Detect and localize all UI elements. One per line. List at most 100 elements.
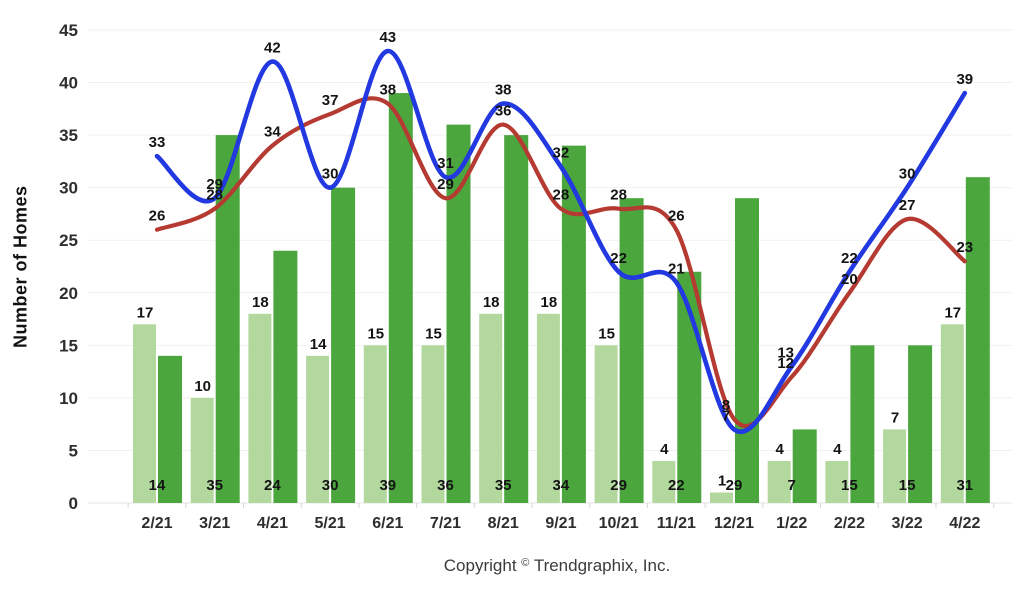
svg-text:20: 20 (59, 284, 78, 303)
svg-text:33: 33 (149, 134, 166, 151)
svg-text:4: 4 (833, 441, 842, 458)
svg-text:28: 28 (610, 187, 627, 204)
svg-text:22: 22 (841, 250, 858, 267)
copyright-text: Copyright (443, 556, 517, 575)
svg-text:26: 26 (149, 208, 166, 225)
bars-light-green (133, 313, 964, 503)
svg-text:15: 15 (841, 477, 858, 494)
svg-text:14: 14 (149, 477, 166, 494)
svg-text:18: 18 (541, 294, 558, 311)
svg-text:31: 31 (956, 477, 973, 494)
svg-text:12: 12 (777, 355, 794, 372)
svg-text:4: 4 (776, 441, 785, 458)
svg-text:29: 29 (726, 477, 743, 494)
x-axis-labels: 2/21 3/21 4/21 5/21 6/21 7/21 8/21 9/21 10/21 11/… (141, 515, 980, 532)
svg-text:9/21: 9/21 (545, 515, 576, 532)
svg-text:10: 10 (194, 378, 211, 395)
red-trend-line (154, 96, 967, 428)
svg-text:24: 24 (264, 477, 281, 494)
svg-text:5: 5 (69, 441, 78, 460)
svg-text:7: 7 (722, 407, 730, 424)
svg-text:39: 39 (956, 71, 973, 88)
svg-text:38: 38 (379, 82, 396, 99)
copyright-company: Trendgraphix, Inc. (533, 556, 671, 575)
svg-text:3/22: 3/22 (892, 515, 923, 532)
svg-text:36: 36 (437, 477, 454, 494)
svg-text:30: 30 (322, 166, 339, 183)
svg-text:29: 29 (437, 176, 454, 193)
svg-text:14: 14 (310, 336, 327, 353)
svg-text:42: 42 (264, 40, 281, 57)
svg-text:1: 1 (718, 472, 726, 489)
svg-text:39: 39 (379, 477, 396, 494)
svg-text:40: 40 (59, 74, 78, 93)
svg-text:28: 28 (206, 187, 223, 204)
svg-text:29: 29 (610, 477, 627, 494)
svg-text:13: 13 (777, 344, 794, 361)
svg-text:3/21: 3/21 (199, 515, 230, 532)
x-axis-tick-marks (127, 503, 995, 508)
svg-text:35: 35 (206, 477, 223, 494)
svg-text:4/21: 4/21 (257, 515, 288, 532)
svg-text:31: 31 (437, 155, 454, 172)
svg-text:30: 30 (899, 166, 916, 183)
svg-text:34: 34 (553, 477, 570, 494)
svg-text:1/22: 1/22 (776, 515, 807, 532)
svg-text:11/21: 11/21 (657, 515, 696, 532)
svg-text:35: 35 (495, 477, 512, 494)
svg-text:25: 25 (59, 231, 78, 250)
svg-text:4: 4 (660, 441, 669, 458)
svg-text:27: 27 (899, 197, 916, 214)
svg-text:43: 43 (379, 29, 396, 46)
svg-text:22: 22 (610, 250, 627, 267)
svg-text:7: 7 (891, 409, 899, 426)
svg-text:7/21: 7/21 (430, 515, 461, 532)
svg-text:15: 15 (899, 477, 916, 494)
svg-text:18: 18 (252, 294, 269, 311)
svg-text:17: 17 (137, 304, 154, 321)
svg-text:22: 22 (668, 477, 685, 494)
svg-text:26: 26 (668, 208, 685, 225)
svg-text:28: 28 (553, 187, 570, 204)
svg-text:36: 36 (495, 103, 512, 120)
svg-text:4/22: 4/22 (949, 515, 980, 532)
blue-trend-line (154, 48, 968, 434)
bars-dark-green (158, 93, 990, 504)
svg-text:45: 45 (59, 21, 78, 40)
svg-text:10/21: 10/21 (599, 515, 639, 532)
svg-text:7: 7 (788, 477, 796, 494)
svg-text:0: 0 (69, 494, 78, 513)
svg-text:5/21: 5/21 (315, 515, 346, 532)
svg-text:15: 15 (598, 325, 615, 342)
svg-text:30: 30 (59, 179, 78, 198)
svg-text:12/21: 12/21 (714, 515, 754, 532)
svg-text:30: 30 (322, 477, 339, 494)
svg-text:32: 32 (553, 145, 570, 162)
svg-text:6/21: 6/21 (372, 515, 403, 532)
svg-text:37: 37 (322, 92, 339, 109)
svg-text:23: 23 (956, 239, 973, 256)
svg-text:2/21: 2/21 (141, 515, 172, 532)
gridlines (88, 29, 1012, 504)
svg-text:10: 10 (59, 389, 78, 408)
svg-text:34: 34 (264, 124, 281, 141)
svg-text:2/22: 2/22 (834, 515, 865, 532)
svg-text:29: 29 (206, 176, 223, 193)
svg-text:35: 35 (59, 126, 78, 145)
svg-text:8/21: 8/21 (488, 515, 519, 532)
copyright-symbol: © (521, 557, 530, 569)
svg-text:8: 8 (722, 397, 730, 414)
svg-text:20: 20 (841, 271, 858, 288)
svg-text:18: 18 (483, 294, 500, 311)
copyright-footer: Copyright © Trendgraphix, Inc. (90, 556, 1024, 576)
svg-text:15: 15 (367, 325, 384, 342)
svg-text:17: 17 (944, 304, 961, 321)
svg-text:15: 15 (425, 325, 442, 342)
svg-text:38: 38 (495, 82, 512, 99)
svg-text:15: 15 (59, 336, 78, 355)
y-axis-labels: 0 5 10 15 20 25 30 35 40 45 (59, 21, 78, 513)
svg-text:21: 21 (668, 260, 685, 277)
